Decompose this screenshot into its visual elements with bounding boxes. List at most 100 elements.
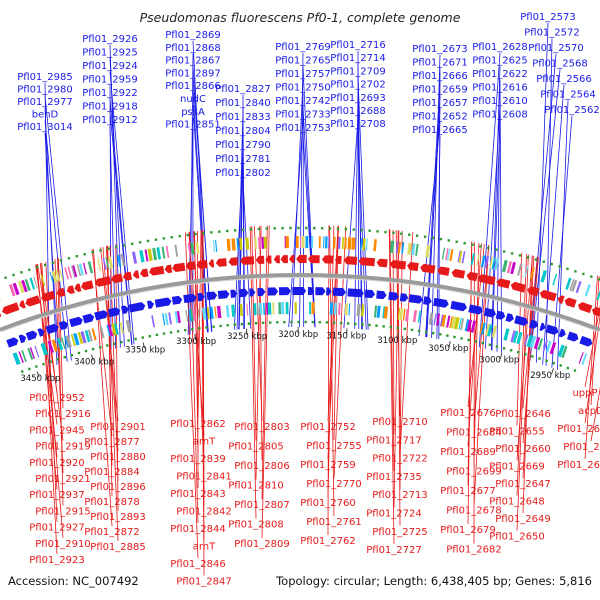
forward-category-65 xyxy=(214,306,217,319)
forward-feature-23 xyxy=(267,287,279,296)
feature-tracks xyxy=(0,226,600,373)
reverse-category-35 xyxy=(102,257,107,270)
inner-dot-57 xyxy=(439,237,443,241)
outer-dot-60 xyxy=(446,334,449,337)
forward-feature-20 xyxy=(239,288,249,298)
reverse-feature-29 xyxy=(307,255,320,264)
reverse-feature-12 xyxy=(132,270,140,279)
reverse-category-79 xyxy=(258,236,262,249)
reverse-category-158 xyxy=(517,263,522,276)
forward-category-174 xyxy=(561,345,568,359)
inner-dot-6 xyxy=(36,266,39,269)
forward-category-44 xyxy=(151,315,155,328)
forward-category-165 xyxy=(529,335,537,349)
reverse-category-134 xyxy=(441,247,446,260)
leader-bottom-29 xyxy=(201,230,205,576)
forward-feature-41 xyxy=(495,310,506,320)
forward-category-33 xyxy=(114,322,119,335)
reverse-category-59 xyxy=(190,242,195,255)
reverse-category-65 xyxy=(215,239,218,253)
reverse-category-52 xyxy=(165,245,170,259)
gene-label-top-5: Pfl01_2918 xyxy=(82,102,138,113)
outer-dot-30 xyxy=(233,323,237,326)
gene-label-bottom-38: Pfl01_2755 xyxy=(306,441,362,452)
leader-bottom-41 xyxy=(327,225,335,498)
gene-label-bottom-63: Pfl01_2669 xyxy=(489,462,545,473)
reverse-category-48 xyxy=(147,248,153,262)
reverse-feature-35 xyxy=(389,260,407,270)
reverse-category-16 xyxy=(49,271,54,284)
forward-category-106 xyxy=(344,303,348,316)
inner-dot-22 xyxy=(162,237,166,240)
outer-dot-47 xyxy=(354,322,357,326)
leader-top-17 xyxy=(192,104,208,333)
reverse-feature-21 xyxy=(228,257,238,266)
gene-label-bottom-30: Pfl01_2803 xyxy=(234,422,290,433)
reverse-category-152 xyxy=(494,258,500,271)
outer-dot-5 xyxy=(56,358,59,361)
forward-category-1 xyxy=(13,352,21,365)
leader-bottom-67 xyxy=(516,254,529,531)
gene-label-bottom-24: Pfl01_2843 xyxy=(170,489,226,500)
gene-label-top-60: Pfl01_2562 xyxy=(544,105,600,116)
gene-label-bottom-36: Pfl01_2809 xyxy=(234,539,290,550)
leader-bottom-15 xyxy=(109,245,119,482)
forward-category-59 xyxy=(192,308,197,322)
inner-dot-64 xyxy=(495,248,498,251)
outer-dot-32 xyxy=(247,322,251,325)
reverse-category-126 xyxy=(415,243,419,256)
outer-dot-78 xyxy=(573,369,577,372)
reverse-category-146 xyxy=(476,254,480,267)
gene-label-bottom-55: Pfl01_2699 xyxy=(446,467,502,478)
inner-dot-74 xyxy=(574,270,577,273)
outer-dot-18 xyxy=(148,334,151,338)
reverse-category-64 xyxy=(212,240,216,253)
reverse-category-37 xyxy=(108,256,114,269)
reverse-category-148 xyxy=(480,255,486,268)
gene-label-bottom-35: Pfl01_2808 xyxy=(228,520,284,531)
forward-category-135 xyxy=(439,314,444,327)
reverse-feature-41 xyxy=(477,274,496,286)
reverse-category-171 xyxy=(565,277,572,290)
gene-label-top-57: Pfl01_2568 xyxy=(532,59,588,70)
gene-label-bottom-3: Pfl01_2919 xyxy=(35,442,91,453)
forward-category-142 xyxy=(460,318,465,331)
reverse-feature-5 xyxy=(56,287,66,297)
forward-category-133 xyxy=(433,313,437,326)
outer-dot-50 xyxy=(375,324,378,327)
reverse-category-111 xyxy=(362,238,366,251)
gene-label-top-25: Pfl01_2781 xyxy=(215,154,271,165)
forward-category-67 xyxy=(216,305,222,319)
inner-dot-19 xyxy=(138,241,142,244)
forward-category-118 xyxy=(382,306,386,319)
forward-category-116 xyxy=(376,305,381,318)
reverse-category-60 xyxy=(195,241,200,255)
inner-dot-23 xyxy=(170,236,173,239)
outer-dot-53 xyxy=(396,326,399,330)
gene-label-top-4: Pfl01_2922 xyxy=(82,88,138,99)
forward-feature-21 xyxy=(249,288,256,297)
reverse-category-47 xyxy=(144,249,149,262)
reverse-category-75 xyxy=(245,237,250,250)
gene-label-bottom-29: Pfl01_2847 xyxy=(176,577,232,588)
gene-label-bottom-41: Pfl01_2760 xyxy=(300,498,356,509)
forward-feature-4 xyxy=(45,323,59,335)
reverse-category-36 xyxy=(105,257,110,270)
reverse-feature-37 xyxy=(420,263,436,274)
backbone-arc xyxy=(0,272,600,332)
gene-label-bottom-52: Pfl01_2676 xyxy=(440,408,496,419)
forward-category-16 xyxy=(60,337,66,349)
inner-dot-48 xyxy=(368,229,371,232)
gene-label-bottom-37: Pfl01_2752 xyxy=(300,422,356,433)
tick-mark-2 xyxy=(142,342,145,349)
gene-label-bottom-70: Pfl01_2619 xyxy=(557,424,600,435)
inner-dot-43 xyxy=(328,227,332,230)
gene-label-top-19: Pfl01_2851 xyxy=(165,120,221,131)
inner-dot-21 xyxy=(154,238,158,241)
outer-dot-35 xyxy=(269,321,272,324)
reverse-category-71 xyxy=(231,238,236,251)
gene-label-top-8: Pfl01_2980 xyxy=(17,85,73,96)
backbone-highlight xyxy=(0,276,600,333)
forward-feature-45 xyxy=(539,322,546,331)
forward-category-124 xyxy=(402,308,406,321)
